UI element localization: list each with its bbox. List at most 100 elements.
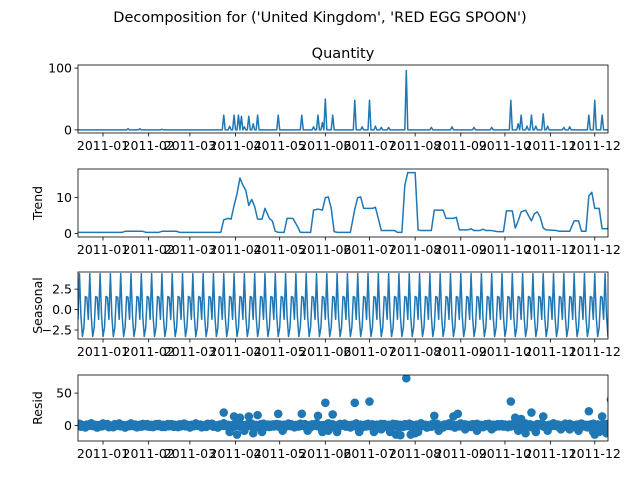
resid-point xyxy=(543,426,552,435)
resid-point xyxy=(413,427,423,437)
resid-panel: 0502011-012011-022011-032011-042011-0520… xyxy=(30,374,630,461)
y-tick-label: 100 xyxy=(48,61,72,76)
resid-point xyxy=(253,410,262,420)
resid-point xyxy=(278,426,287,435)
resid-point xyxy=(620,423,629,432)
x-tick-label: 2011-06 xyxy=(299,344,351,359)
x-tick-label: 2011-04 xyxy=(209,138,261,153)
resid-point xyxy=(574,426,583,435)
y-tick-label: 10 xyxy=(56,190,72,205)
y-tick-label: −2.5 xyxy=(42,323,72,338)
resid-point xyxy=(602,428,608,438)
y-tick-label: 0 xyxy=(64,226,72,241)
resid-point xyxy=(354,427,364,437)
resid-point xyxy=(323,426,333,435)
resid-point xyxy=(273,409,283,419)
resid-point xyxy=(244,412,254,421)
x-tick-label: 2011-04 xyxy=(209,344,261,359)
x-tick-label: 2011-08 xyxy=(389,344,441,359)
trend-series-line xyxy=(78,171,608,234)
x-tick-label: 2011-02 xyxy=(123,446,175,461)
x-tick-label: 2011-03 xyxy=(164,344,216,359)
resid-point xyxy=(597,412,607,421)
x-tick-label: 2011-08 xyxy=(389,446,441,461)
x-tick-label: 2011-09 xyxy=(435,242,487,257)
x-tick-label: 2011-11 xyxy=(524,138,576,153)
resid-point xyxy=(257,427,267,437)
resid-axes-frame xyxy=(77,374,609,442)
resid-point xyxy=(527,408,536,417)
resid-point xyxy=(608,423,617,432)
resid-point xyxy=(396,430,405,440)
x-tick-label: 2011-09 xyxy=(435,344,487,359)
x-tick-label: 2011-08 xyxy=(389,242,441,257)
resid-point xyxy=(376,425,386,434)
resid-point xyxy=(240,426,249,435)
x-tick-label: 2011-05 xyxy=(254,138,306,153)
x-tick-label: 2011-08 xyxy=(389,138,441,153)
resid-point xyxy=(610,420,619,429)
x-tick-label: 2011-07 xyxy=(343,344,395,359)
resid-point xyxy=(303,426,312,435)
resid-point xyxy=(617,400,626,409)
x-tick-label: 2011-01 xyxy=(77,344,129,359)
resid-plot-area xyxy=(78,375,630,442)
y-tick-label: 0.0 xyxy=(52,302,72,317)
x-tick-label: 2011-03 xyxy=(164,242,216,257)
x-tick-label: 2011-05 xyxy=(254,344,306,359)
resid-point xyxy=(613,421,622,430)
x-tick-label: 2011-11 xyxy=(524,446,576,461)
resid-point xyxy=(594,427,604,437)
x-tick-label: 2011-01 xyxy=(77,446,129,461)
x-tick-label: 2011-11 xyxy=(524,242,576,257)
resid-point xyxy=(621,421,630,430)
y-tick-label: 2.5 xyxy=(52,282,72,297)
x-tick-label: 2011-10 xyxy=(479,446,531,461)
figure-suptitle: Decomposition for ('United Kingdom', 'RE… xyxy=(113,10,526,26)
resid-ylabel: Resid xyxy=(30,391,45,425)
x-tick-label: 2011-06 xyxy=(299,138,351,153)
x-tick-label: 2011-10 xyxy=(479,138,531,153)
x-tick-label: 2011-10 xyxy=(479,344,531,359)
seasonal-plot-area xyxy=(78,272,608,338)
x-tick-label: 2011-05 xyxy=(254,242,306,257)
x-tick-label: 2011-02 xyxy=(123,138,175,153)
trend-ylabel: Trend xyxy=(30,186,45,221)
seasonal-series-line xyxy=(78,272,608,338)
resid-point xyxy=(434,426,443,435)
resid-point xyxy=(321,398,330,408)
x-tick-label: 2011-12 xyxy=(569,344,621,359)
quantity-series-line xyxy=(78,69,608,131)
resid-point xyxy=(487,425,496,434)
resid-point xyxy=(538,412,548,421)
resid-point xyxy=(521,428,530,438)
x-tick-label: 2011-06 xyxy=(299,446,351,461)
resid-point xyxy=(365,397,374,406)
x-tick-label: 2011-06 xyxy=(299,242,351,257)
x-tick-label: 2011-07 xyxy=(343,242,395,257)
resid-point xyxy=(332,427,342,437)
x-tick-label: 2011-07 xyxy=(343,138,395,153)
resid-point xyxy=(584,406,594,416)
seasonal-axes-frame xyxy=(77,271,609,340)
trend-panel: 0102011-012011-022011-032011-042011-0520… xyxy=(30,168,621,257)
resid-point xyxy=(615,422,624,431)
x-tick-label: 2011-01 xyxy=(77,138,129,153)
resid-point xyxy=(369,427,379,437)
quantity-plot-area xyxy=(78,69,608,131)
resid-point xyxy=(556,425,566,434)
seasonal-panel: −2.50.02.52011-012011-022011-032011-0420… xyxy=(30,271,621,359)
y-tick-label: 0 xyxy=(64,122,72,137)
resid-point xyxy=(472,426,482,435)
x-tick-label: 2011-02 xyxy=(123,344,175,359)
y-tick-label: 0 xyxy=(64,418,72,433)
resid-point xyxy=(429,411,439,421)
quantity-title: Quantity xyxy=(312,46,375,62)
resid-point xyxy=(614,433,623,442)
x-tick-label: 2011-04 xyxy=(209,446,261,461)
x-tick-label: 2011-02 xyxy=(123,242,175,257)
resid-point xyxy=(565,425,575,434)
resid-point xyxy=(531,427,541,437)
resid-point xyxy=(460,425,470,434)
